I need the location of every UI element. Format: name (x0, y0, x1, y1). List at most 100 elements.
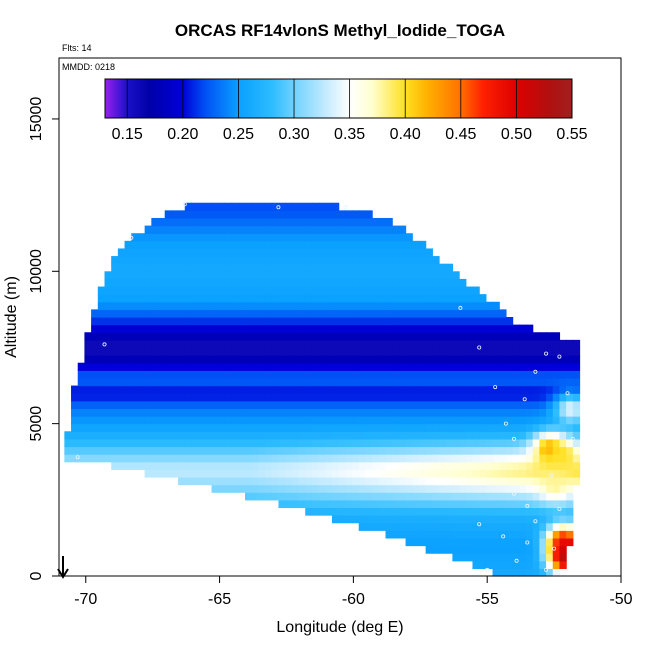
heatmap-cell (365, 324, 373, 333)
heatmap-cell (158, 225, 166, 234)
heatmap-cell (452, 377, 460, 387)
heatmap-cell (211, 225, 219, 234)
heatmap-cell (151, 240, 159, 250)
heatmap-cell (265, 309, 273, 318)
heatmap-cell (472, 560, 480, 569)
heatmap-cell (111, 324, 119, 333)
heatmap-cell (104, 317, 112, 326)
heatmap-cell (338, 271, 346, 280)
heatmap-cell (278, 446, 286, 455)
heatmap-cell (158, 271, 166, 280)
heatmap-cell (532, 469, 540, 478)
heatmap-cell (526, 339, 534, 349)
heatmap-cell (546, 507, 554, 516)
heatmap-cell (158, 240, 166, 250)
heatmap-cell (104, 339, 112, 349)
heatmap-cell (472, 522, 480, 531)
heatmap-cell (298, 217, 306, 227)
heatmap-cell (499, 393, 507, 402)
heatmap-cell (572, 347, 581, 356)
heatmap-cell (519, 530, 527, 539)
heatmap-cell (298, 393, 306, 402)
heatmap-cell (519, 568, 527, 577)
heatmap-cell (64, 431, 72, 440)
heatmap-cell (526, 568, 534, 577)
heatmap-cell (218, 240, 226, 250)
heatmap-cell (184, 461, 193, 470)
heatmap-cell (171, 408, 179, 417)
heatmap-cell (352, 507, 360, 516)
heatmap-cell (171, 423, 179, 432)
heatmap-cell (546, 339, 554, 349)
heatmap-cell (539, 446, 547, 455)
heatmap-cell (218, 355, 226, 364)
heatmap-cell (144, 446, 152, 455)
heatmap-cell (338, 492, 346, 501)
heatmap-cell (465, 332, 474, 341)
heatmap-cell (512, 499, 520, 509)
heatmap-cell (392, 476, 400, 486)
heatmap-cell (231, 461, 239, 470)
heatmap-cell (358, 476, 367, 486)
heatmap-cell (499, 499, 507, 509)
heatmap-cell (418, 469, 427, 478)
heatmap-cell (191, 408, 199, 417)
heatmap-cell (485, 553, 494, 562)
colorbar-tick-label: 0.30 (278, 126, 309, 143)
heatmap-cell (198, 233, 206, 242)
heatmap-cell (318, 294, 326, 303)
heatmap-cell (311, 332, 320, 341)
heatmap-cell (258, 362, 266, 371)
heatmap-cell (245, 317, 253, 326)
heatmap-cell (465, 362, 474, 371)
heatmap-cell (392, 400, 400, 410)
heatmap-cell (392, 347, 400, 356)
heatmap-cell (512, 408, 520, 417)
heatmap-cell (158, 446, 166, 455)
heatmap-cell (265, 271, 273, 280)
heatmap-cell (238, 347, 246, 356)
heatmap-cell (485, 492, 494, 501)
heatmap-cell (178, 347, 186, 356)
heatmap-cell (77, 400, 86, 410)
heatmap-cell (432, 469, 440, 478)
heatmap-cell (378, 499, 387, 509)
heatmap-cell (265, 377, 273, 387)
heatmap-cell (439, 332, 447, 341)
heatmap-cell (184, 233, 193, 242)
heatmap-cell (238, 248, 246, 257)
heatmap-cell (485, 469, 494, 478)
heatmap-cell (372, 256, 380, 265)
heatmap-cell (512, 355, 520, 364)
heatmap-cell (479, 400, 487, 410)
heatmap-cell (365, 461, 373, 470)
heatmap-cell (418, 416, 427, 425)
heatmap-cell (311, 217, 320, 227)
heatmap-cell (352, 324, 360, 333)
heatmap-cell (425, 423, 433, 432)
heatmap-cell (271, 233, 280, 242)
heatmap-cell (191, 362, 199, 371)
heatmap-cell (291, 233, 300, 242)
heatmap-cell (325, 362, 333, 371)
heatmap-cell (158, 248, 166, 257)
heatmap-cell (178, 309, 186, 318)
heatmap-cell (338, 484, 346, 493)
heatmap-cell (405, 400, 413, 410)
heatmap-cell (472, 339, 480, 349)
heatmap-cell (505, 476, 514, 486)
heatmap-cell (137, 324, 146, 333)
heatmap-cell (144, 416, 152, 425)
heatmap-cell (137, 377, 146, 387)
heatmap-cell (298, 499, 306, 509)
heatmap-cell (251, 431, 259, 440)
heatmap-cell (91, 416, 99, 425)
heatmap-cell (385, 461, 393, 470)
heatmap-cell (251, 377, 259, 387)
heatmap-cell (452, 294, 460, 303)
heatmap-cell (224, 263, 233, 272)
heatmap-cell (258, 469, 266, 478)
heatmap-cell (432, 370, 440, 379)
heatmap-cell (499, 370, 507, 379)
heatmap-cell (325, 377, 333, 387)
